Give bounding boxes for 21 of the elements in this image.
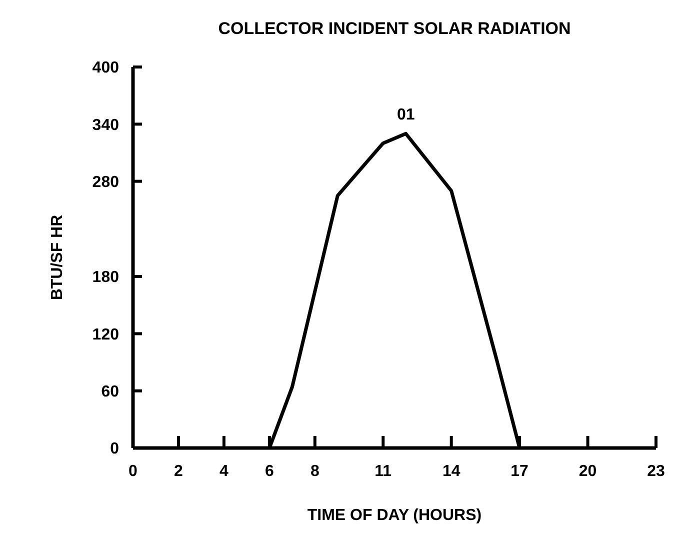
annotation: 01 <box>396 106 415 124</box>
x-tick-label: 2 <box>174 463 184 480</box>
x-tick-label: 17 <box>510 463 529 480</box>
x-tick-label: 23 <box>647 463 665 480</box>
y-tick-label: 180 <box>92 269 120 286</box>
x-tick-label: 6 <box>264 463 274 480</box>
x-tick-label: 4 <box>220 463 229 480</box>
y-tick-label: 400 <box>92 60 120 77</box>
chart-title: COLLECTOR INCIDENT SOLAR RADIATION <box>218 19 571 38</box>
x-tick-label: 11 <box>374 463 392 480</box>
x-tick-label: 0 <box>128 463 138 480</box>
y-tick-label: 120 <box>92 326 120 344</box>
y-tick-label: 280 <box>92 174 120 191</box>
x-axis-title: TIME OF DAY (HOURS) <box>307 507 482 524</box>
y-tick-label: 0 <box>110 440 120 458</box>
x-tick-label: 20 <box>578 463 597 480</box>
y-axis-title: BTU/SF HR <box>49 214 66 300</box>
x-tick-label: 14 <box>442 463 460 480</box>
y-tick-label: 60 <box>101 383 120 400</box>
x-tick-label: 8 <box>310 463 320 480</box>
y-tick-label: 340 <box>92 116 120 134</box>
